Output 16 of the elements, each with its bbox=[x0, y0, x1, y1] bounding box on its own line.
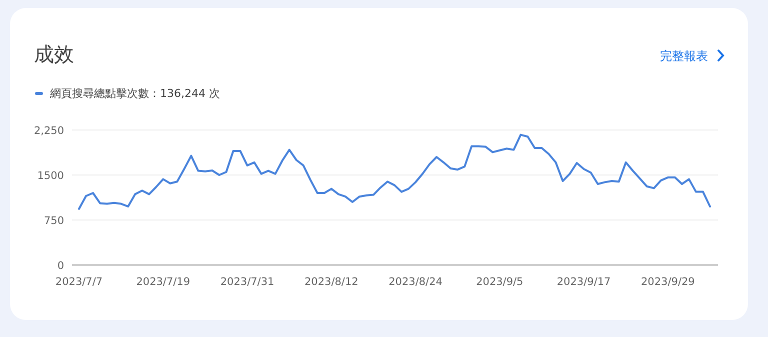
x-tick-label: 2023/8/24 bbox=[388, 276, 443, 288]
x-tick-label: 2023/7/19 bbox=[136, 276, 190, 288]
y-tick-label: 2,250 bbox=[34, 125, 64, 137]
text: 完整報表 bbox=[660, 49, 708, 63]
legend-label: 網頁搜尋總點擊次數：136,244 次 bbox=[49, 87, 220, 100]
y-tick-label: 1500 bbox=[37, 170, 64, 182]
y-tick-label: 0 bbox=[57, 260, 64, 272]
x-tick-label: 2023/9/17 bbox=[556, 276, 611, 288]
x-tick-label: 2023/9/29 bbox=[641, 276, 695, 288]
x-tick-label: 2023/8/12 bbox=[304, 276, 358, 288]
x-tick-label: 2023/7/7 bbox=[55, 276, 103, 288]
chart-title: 成效 bbox=[34, 42, 74, 66]
y-tick-label: 750 bbox=[44, 215, 64, 227]
line-series bbox=[78, 134, 711, 210]
x-tick-label: 2023/7/31 bbox=[220, 276, 274, 288]
x-tick-label: 2023/9/5 bbox=[476, 276, 524, 288]
